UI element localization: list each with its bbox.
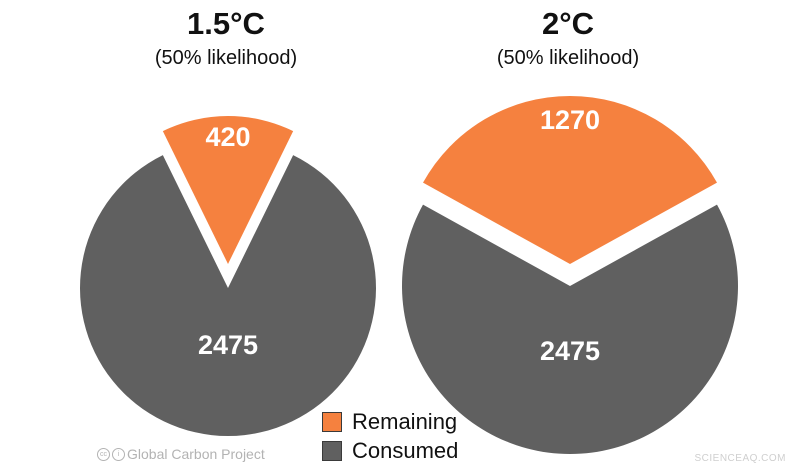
pie-1-slice-remaining [162, 116, 294, 264]
chart-subtitle-2: (50% likelihood) [497, 47, 639, 69]
pie-1-label-remaining: 420 [205, 122, 250, 152]
credit-text: Global Carbon Project [127, 446, 265, 462]
legend-label-consumed: Consumed [352, 438, 459, 463]
legend-swatch-remaining [322, 412, 342, 432]
chart-subtitle-1: (50% likelihood) [155, 47, 297, 69]
legend-swatch-consumed [322, 441, 342, 461]
legend-item-consumed: Consumed [322, 438, 459, 463]
watermark: SCIENCEAQ.COM [694, 453, 786, 464]
pie-2-label-remaining: 1270 [540, 105, 600, 135]
legend: Remaining Consumed [322, 409, 459, 463]
pie-1-slice-consumed [79, 155, 376, 436]
chart-title-1: 1.5°C [187, 6, 265, 41]
cc-icon: cc [97, 447, 110, 461]
by-icon: i [112, 447, 125, 461]
pie-2-label-consumed: 2475 [540, 336, 600, 366]
credit: cc i Global Carbon Project [97, 446, 265, 462]
pie-2-slice-remaining [423, 95, 717, 264]
legend-label-remaining: Remaining [352, 409, 458, 434]
legend-item-remaining: Remaining [322, 409, 458, 434]
pie-2-slice-consumed [401, 204, 738, 455]
pie-1-label-consumed: 2475 [198, 330, 258, 360]
chart-title-2: 2°C [542, 6, 594, 41]
